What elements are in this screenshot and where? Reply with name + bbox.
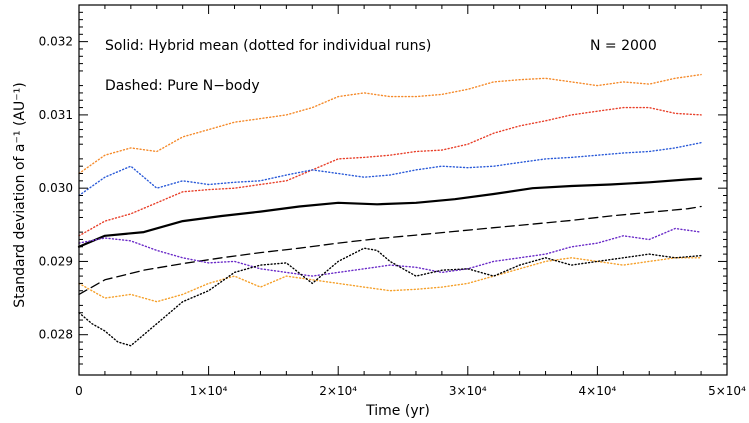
annotation-dashed: Dashed: Pure N−body	[105, 78, 260, 94]
tick-labels: 0 1×10⁴ 2×10⁴ 3×10⁴ 4×10⁴ 5×10⁴ 0.028 0.029 0.03…	[39, 35, 746, 398]
series-line-2-dashed	[78, 205, 702, 296]
series-line-7-dotted	[78, 257, 702, 303]
x-tick-label: 0	[75, 384, 83, 398]
annotation-solid: Solid: Hybrid mean (dotted for individua…	[105, 38, 431, 54]
y-tick-label: 0.031	[39, 108, 73, 122]
y-tick-label: 0.028	[39, 328, 73, 342]
series-line-8-dotted	[78, 247, 702, 347]
x-tick-label: 5×10⁴	[708, 384, 746, 398]
series-line-4-dotted	[78, 106, 702, 237]
y-axis-label: Standard deviation of a⁻¹ (AU⁻¹)	[12, 82, 28, 307]
plot-frame	[78, 4, 728, 376]
annotation-n: N = 2000	[590, 38, 657, 54]
x-axis-label: Time (yr)	[365, 403, 430, 419]
axis-ticks	[78, 5, 728, 375]
series-line-1-solid	[77, 177, 703, 248]
y-tick-label: 0.032	[39, 35, 73, 49]
series-line-5-dotted	[78, 142, 702, 197]
series-line-3-dotted	[78, 73, 702, 175]
x-tick-label: 3×10⁴	[449, 384, 487, 398]
x-tick-label: 1×10⁴	[190, 384, 228, 398]
y-tick-label: 0.030	[39, 181, 73, 195]
y-tick-label: 0.029	[39, 254, 73, 268]
x-tick-label: 2×10⁴	[319, 384, 357, 398]
x-tick-label: 4×10⁴	[579, 384, 617, 398]
series-line-6-dotted	[78, 227, 702, 277]
plot-series	[77, 73, 703, 347]
